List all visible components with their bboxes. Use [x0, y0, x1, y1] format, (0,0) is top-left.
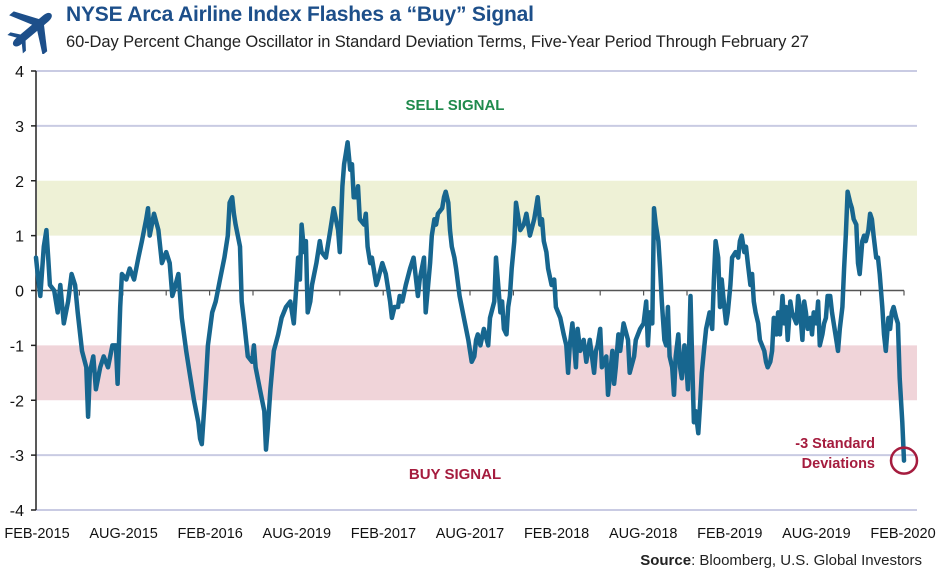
y-tick-label: -2	[10, 393, 24, 410]
axes	[35, 71, 905, 510]
y-tick-labels: 4 3 2 1 0 -1 -2 -3 -4	[10, 64, 36, 520]
y-tick-label: 3	[15, 119, 24, 136]
y-tick-label: -3	[10, 448, 24, 465]
x-tick-label: AUG-2019	[263, 526, 332, 542]
x-tick-label: AUG-2018	[609, 526, 678, 542]
source-text: : Bloomberg, U.S. Global Investors	[691, 552, 922, 569]
y-tick-label: 1	[15, 229, 24, 246]
callout-label-line1: -3 Standard	[795, 436, 875, 452]
airplane-icon	[7, 11, 52, 54]
sell-signal-label: SELL SIGNAL	[406, 97, 505, 114]
y-tick-label: 4	[15, 64, 24, 81]
x-tick-label: AUG-2015	[89, 526, 158, 542]
callout-circle-marker	[889, 446, 919, 475]
x-tick-label: AUG-2019	[782, 526, 851, 542]
y-tick-label: -1	[10, 338, 24, 355]
buy-zone-band	[37, 345, 917, 401]
source-label: Source	[640, 552, 692, 569]
x-tick-label: AUG-2017	[436, 526, 505, 542]
x-tick-labels: FEB-2015 AUG-2015 FEB-2016 AUG-2019 FEB-2017…	[4, 526, 935, 542]
signal-bands	[37, 180, 917, 401]
buy-signal-label: BUY SIGNAL	[409, 466, 501, 483]
x-tick-label: FEB-2018	[524, 526, 589, 542]
x-tick-label: FEB-2015	[4, 526, 69, 542]
x-tick-label: FEB-2019	[697, 526, 762, 542]
callout-label-line2: Deviations	[802, 456, 875, 472]
x-tick-label: FEB-2020	[870, 526, 935, 542]
chart-title: NYSE Arca Airline Index Flashes a “Buy” …	[66, 3, 534, 26]
series-line-layer	[33, 140, 907, 463]
source-note: Source: Bloomberg, U.S. Global Investors	[640, 552, 922, 569]
y-tick-label: 0	[15, 284, 24, 301]
y-tick-label: -4	[10, 503, 24, 520]
chart-subtitle: 60-Day Percent Change Oscillator in Stan…	[66, 33, 809, 51]
x-tick-label: FEB-2016	[178, 526, 243, 542]
gridlines	[36, 70, 917, 511]
series-line	[33, 140, 907, 463]
y-tick-label: 2	[15, 174, 24, 191]
sell-zone-band	[37, 180, 917, 236]
x-tick-label: FEB-2017	[351, 526, 416, 542]
